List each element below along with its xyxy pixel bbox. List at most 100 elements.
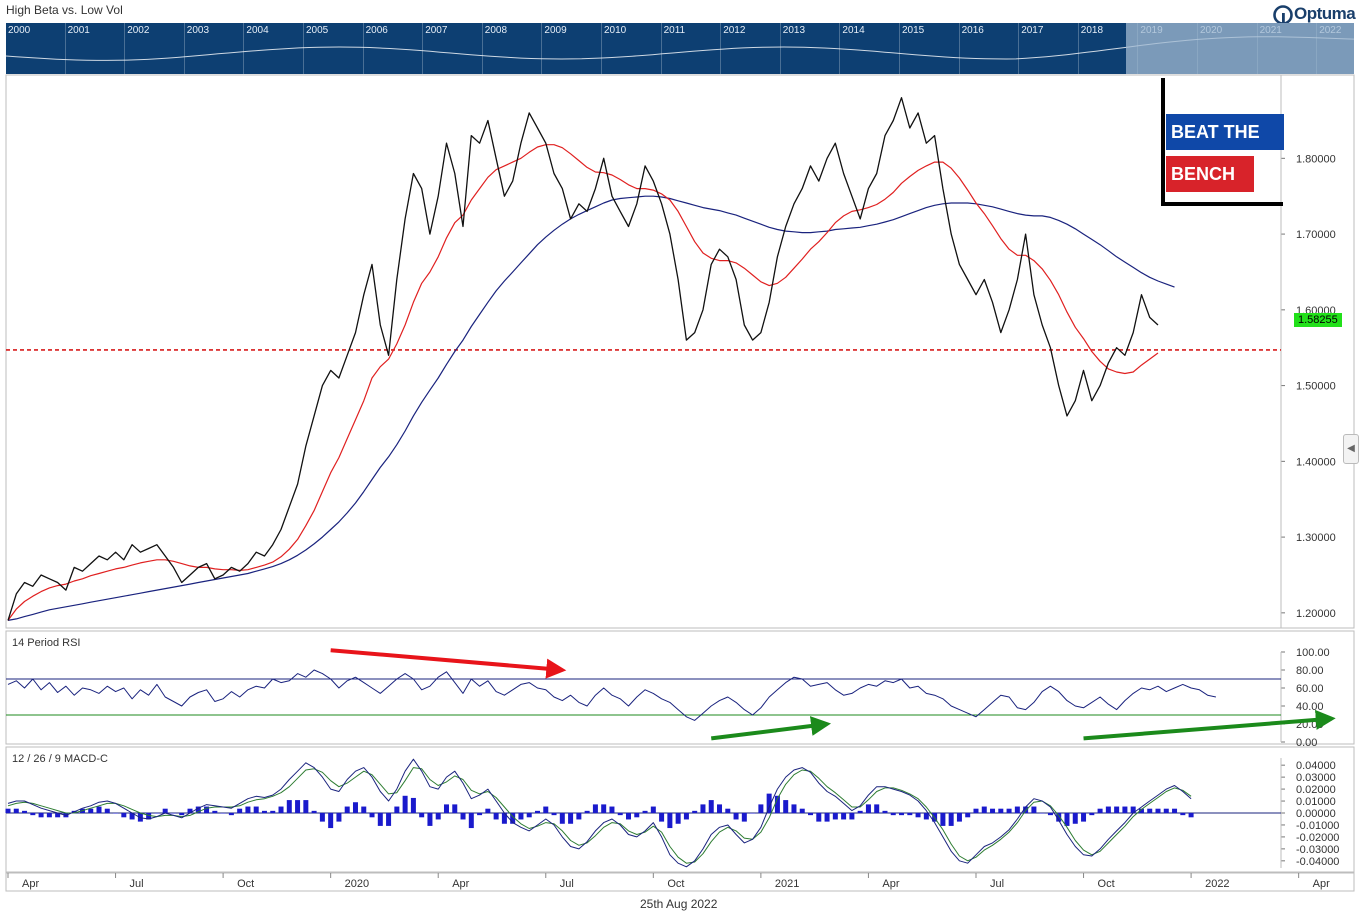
overview-year-label: 2000 (8, 25, 31, 36)
overview-year-label: 2006 (365, 25, 388, 36)
beat-the-bench-line2: BENCH (1166, 156, 1254, 192)
overview-year-tick (362, 23, 364, 74)
macd-histogram-bar (882, 810, 888, 813)
macd-histogram-bar (245, 806, 251, 813)
macd-histogram-bar (170, 813, 176, 814)
overview-year-tick (899, 23, 900, 74)
macd-histogram-bar (948, 813, 954, 826)
optuma-logo: Optuma (1272, 2, 1360, 26)
price-line (7, 97, 1159, 621)
macd-histogram-bar (708, 800, 714, 813)
overview-year-tick (64, 23, 66, 74)
macd-histogram-bar (592, 804, 598, 813)
macd-histogram-bar (1039, 813, 1045, 814)
macd-histogram-bar (319, 813, 325, 822)
macd-histogram-bar (857, 810, 863, 813)
macd-histogram-bar (998, 808, 1004, 813)
overview-year-label: 2009 (544, 25, 567, 36)
overview-year-label: 2018 (1080, 25, 1104, 36)
macd-histogram-bar (741, 813, 747, 822)
x-axis-label: Apr (882, 878, 899, 890)
overview-year-label: 2010 (604, 25, 627, 36)
macd-histogram-bar (187, 808, 193, 813)
macd-histogram-bar (940, 813, 946, 826)
overview-year-label: 2017 (1021, 25, 1044, 36)
macd-histogram-bar (534, 810, 540, 813)
rsi-panel-frame (5, 630, 1355, 745)
overview-year-tick (303, 23, 304, 74)
macd-axis-tick-label: 0.01000 (1296, 796, 1336, 808)
rsi-axis-tick-label: 100.00 (1296, 647, 1330, 659)
macd-histogram-bar (667, 813, 673, 829)
macd-histogram-bar (617, 813, 623, 816)
macd-histogram-bar (435, 813, 441, 820)
overview-year-label: 2016 (961, 25, 984, 36)
last-price-label: 1.58255 (1294, 313, 1342, 327)
overview-year-label: 2005 (306, 25, 329, 36)
price-axis-tick-label: 1.40000 (1296, 456, 1336, 468)
overview-year-label: 2001 (67, 25, 90, 36)
macd-histogram-bar (1122, 806, 1128, 813)
macd-histogram-bar (1031, 806, 1037, 813)
macd-histogram-bar (791, 804, 797, 813)
macd-histogram-bar (352, 802, 358, 813)
overview-year-label: 2013 (782, 25, 806, 36)
overview-year-tick (720, 23, 722, 74)
macd-histogram-bar (38, 813, 44, 818)
macd-histogram-bar (1163, 808, 1169, 813)
macd-histogram-bar (154, 813, 160, 814)
macd-histogram-bar (733, 813, 739, 820)
overview-year-tick (183, 23, 185, 74)
macd-histogram-bar (1056, 813, 1062, 822)
macd-histogram-bar (634, 813, 640, 818)
side-panel-toggle[interactable]: ◀ (1343, 434, 1359, 464)
price-axis-tick-label: 1.70000 (1296, 229, 1336, 241)
macd-histogram-bar (336, 813, 342, 822)
macd-histogram-bar (650, 806, 656, 813)
macd-histogram-bar (559, 813, 565, 824)
chart-title: High Beta vs. Low Vol (6, 3, 123, 17)
x-axis-frame (5, 872, 1355, 892)
macd-histogram-bar (311, 810, 317, 813)
x-axis-label: 2021 (775, 878, 799, 890)
macd-histogram-bar (576, 813, 582, 820)
macd-histogram-bar (1064, 813, 1070, 826)
macd-histogram-bar (1006, 808, 1012, 813)
macd-histogram-bar (973, 808, 979, 813)
overview-navigator[interactable]: 2000 2001 2002 2003 2004 2005 2006 2007 2008 2009… (5, 23, 1354, 74)
macd-histogram-bar (468, 813, 474, 829)
macd-histogram-bar (113, 813, 119, 814)
macd-histogram-bar (286, 800, 292, 813)
optuma-logo-text: Optuma (1294, 4, 1356, 23)
macd-histogram-bar (750, 813, 756, 814)
overview-year-tick (779, 23, 781, 74)
macd-axis-tick-label: 0.02000 (1296, 784, 1336, 796)
macd-histogram-bar (816, 813, 822, 822)
macd-histogram-bar (956, 813, 962, 822)
chevron-left-icon: ◀ (1347, 443, 1355, 454)
x-axis-label: Jul (990, 878, 1004, 890)
macd-histogram-bar (96, 806, 102, 813)
overview-visible-range[interactable] (1126, 23, 1354, 74)
macd-histogram-bar (369, 813, 375, 818)
macd-histogram-bar (1155, 808, 1161, 813)
rsi-line (7, 669, 1217, 721)
macd-histogram-bar (700, 804, 706, 813)
macd-histogram-bar (642, 810, 648, 813)
macd-histogram-bar (104, 808, 110, 813)
macd-histogram-bar (965, 813, 971, 818)
price-axis-tick-label: 1.20000 (1296, 608, 1336, 620)
macd-histogram-bar (518, 813, 524, 820)
macd-histogram-bar (88, 808, 94, 813)
macd-histogram-bar (129, 813, 135, 820)
macd-histogram-bar (493, 813, 499, 820)
overview-year-tick (1018, 23, 1020, 74)
rsi-panel-title: 14 Period RSI (12, 637, 80, 649)
macd-histogram-bar (55, 813, 61, 818)
macd-histogram-bar (295, 800, 301, 813)
macd-histogram-bar (361, 806, 367, 813)
macd-histogram-bar (228, 813, 234, 816)
x-axis-label: Jul (130, 878, 144, 890)
rsi-axis-tick-label: 60.00 (1296, 683, 1324, 695)
